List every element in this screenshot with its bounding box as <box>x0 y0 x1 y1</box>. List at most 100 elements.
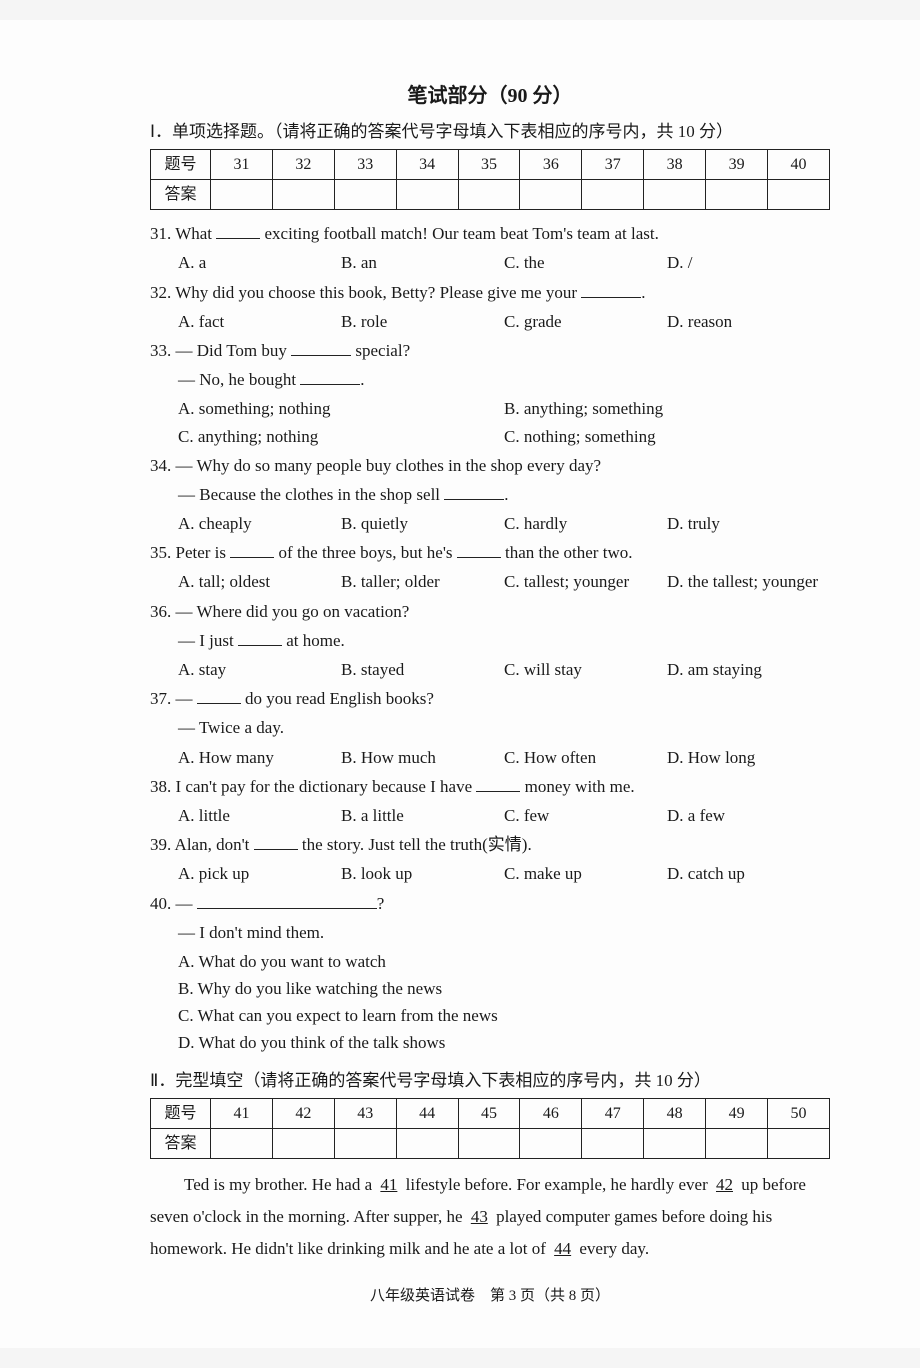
row-label: 题号 <box>151 150 211 180</box>
answer-cell[interactable] <box>396 180 458 210</box>
answer-cell[interactable] <box>396 1128 458 1158</box>
answer-cell[interactable] <box>644 1128 706 1158</box>
blank <box>254 833 298 850</box>
option-b: B. anything; something <box>504 395 830 422</box>
col-num: 48 <box>644 1098 706 1128</box>
stem: ? <box>377 894 385 913</box>
col-num: 31 <box>211 150 273 180</box>
option-b: B. look up <box>341 860 504 887</box>
option-c: C. the <box>504 249 667 276</box>
stem: at home. <box>282 631 345 650</box>
blank <box>444 483 504 500</box>
options-40: A. What do you want to watch B. Why do y… <box>150 948 830 1057</box>
option-a: A. tall; oldest <box>178 568 341 595</box>
answer-cell[interactable] <box>211 180 273 210</box>
exam-page: 笔试部分（90 分） Ⅰ．单项选择题。（请将正确的答案代号字母填入下表相应的序号… <box>0 20 920 1348</box>
col-num: 33 <box>334 150 396 180</box>
option-b: B. taller; older <box>341 568 504 595</box>
options-32: A. fact B. role C. grade D. reason <box>150 308 830 335</box>
options-35: A. tall; oldest B. taller; older C. tall… <box>150 568 830 595</box>
col-num: 39 <box>706 150 768 180</box>
stem: . <box>641 283 645 302</box>
col-num: 38 <box>644 150 706 180</box>
answer-cell[interactable] <box>582 180 644 210</box>
option-a: A. pick up <box>178 860 341 887</box>
answer-cell[interactable] <box>458 180 520 210</box>
question-32: 32. Why did you choose this book, Betty?… <box>150 279 830 306</box>
option-c: C. grade <box>504 308 667 335</box>
col-num: 42 <box>272 1098 334 1128</box>
col-num: 35 <box>458 150 520 180</box>
stem: 31. What <box>150 224 216 243</box>
col-num: 41 <box>211 1098 273 1128</box>
answer-cell[interactable] <box>272 180 334 210</box>
option-d: D. am staying <box>667 656 830 683</box>
option-d: D. truly <box>667 510 830 537</box>
answer-cell[interactable] <box>706 180 768 210</box>
section2-head: Ⅱ．完型填空（请将正确的答案代号字母填入下表相应的序号内，共 10 分） <box>150 1067 830 1094</box>
options-31: A. a B. an C. the D. / <box>150 249 830 276</box>
answer-cell[interactable] <box>334 180 396 210</box>
question-37-sub: — Twice a day. <box>150 714 830 741</box>
option-c: C. make up <box>504 860 667 887</box>
answer-cell[interactable] <box>706 1128 768 1158</box>
option-b: B. role <box>341 308 504 335</box>
option-b: B. stayed <box>341 656 504 683</box>
answer-cell[interactable] <box>272 1128 334 1158</box>
answer-cell[interactable] <box>520 180 582 210</box>
option-a: A. something; nothing <box>178 395 504 422</box>
option-a: A. How many <box>178 744 341 771</box>
cloze-text: Ted is my brother. He had a <box>184 1175 376 1194</box>
option-b: B. How much <box>341 744 504 771</box>
question-34: 34. — Why do so many people buy clothes … <box>150 452 830 479</box>
stem: 37. — <box>150 689 197 708</box>
answer-cell[interactable] <box>644 180 706 210</box>
question-40: 40. — ? <box>150 890 830 917</box>
answer-table-2: 题号 41 42 43 44 45 46 47 48 49 50 答案 <box>150 1098 830 1159</box>
row-label: 题号 <box>151 1098 211 1128</box>
cloze-text: lifestyle before. For example, he hardly… <box>401 1175 712 1194</box>
stem: — No, he bought <box>178 370 300 389</box>
page-title: 笔试部分（90 分） <box>150 80 830 112</box>
stem: 32. Why did you choose this book, Betty?… <box>150 283 581 302</box>
option-a: A. cheaply <box>178 510 341 537</box>
blank <box>300 368 360 385</box>
answer-cell[interactable] <box>211 1128 273 1158</box>
answer-cell[interactable] <box>768 180 830 210</box>
col-num: 37 <box>582 150 644 180</box>
col-num: 36 <box>520 150 582 180</box>
blank <box>197 687 241 704</box>
options-39: A. pick up B. look up C. make up D. catc… <box>150 860 830 887</box>
question-36: 36. — Where did you go on vacation? <box>150 598 830 625</box>
table-row: 答案 <box>151 1128 830 1158</box>
table-row: 题号 41 42 43 44 45 46 47 48 49 50 <box>151 1098 830 1128</box>
answer-cell[interactable] <box>458 1128 520 1158</box>
cloze-passage: Ted is my brother. He had a 41 lifestyle… <box>150 1169 830 1266</box>
option-a: A. fact <box>178 308 341 335</box>
table-row: 答案 <box>151 180 830 210</box>
option-c: C. will stay <box>504 656 667 683</box>
answer-cell[interactable] <box>520 1128 582 1158</box>
option-d: D. reason <box>667 308 830 335</box>
col-num: 47 <box>582 1098 644 1128</box>
option-d: D. How long <box>667 744 830 771</box>
option-a: A. little <box>178 802 341 829</box>
stem: 38. I can't pay for the dictionary becau… <box>150 777 476 796</box>
answer-cell[interactable] <box>582 1128 644 1158</box>
option-b: B. a little <box>341 802 504 829</box>
question-35: 35. Peter is of the three boys, but he's… <box>150 539 830 566</box>
question-39: 39. Alan, don't the story. Just tell the… <box>150 831 830 858</box>
answer-cell[interactable] <box>768 1128 830 1158</box>
blank <box>216 222 260 239</box>
table-row: 题号 31 32 33 34 35 36 37 38 39 40 <box>151 150 830 180</box>
options-34: A. cheaply B. quietly C. hardly D. truly <box>150 510 830 537</box>
stem: money with me. <box>520 777 634 796</box>
stem: do you read English books? <box>241 689 434 708</box>
answer-cell[interactable] <box>334 1128 396 1158</box>
cloze-blank-44: 44 <box>550 1239 575 1258</box>
col-num: 46 <box>520 1098 582 1128</box>
answer-table-1: 题号 31 32 33 34 35 36 37 38 39 40 答案 <box>150 149 830 210</box>
option-b: B. quietly <box>341 510 504 537</box>
option-c: C. few <box>504 802 667 829</box>
option-b: B. Why do you like watching the news <box>178 975 830 1002</box>
